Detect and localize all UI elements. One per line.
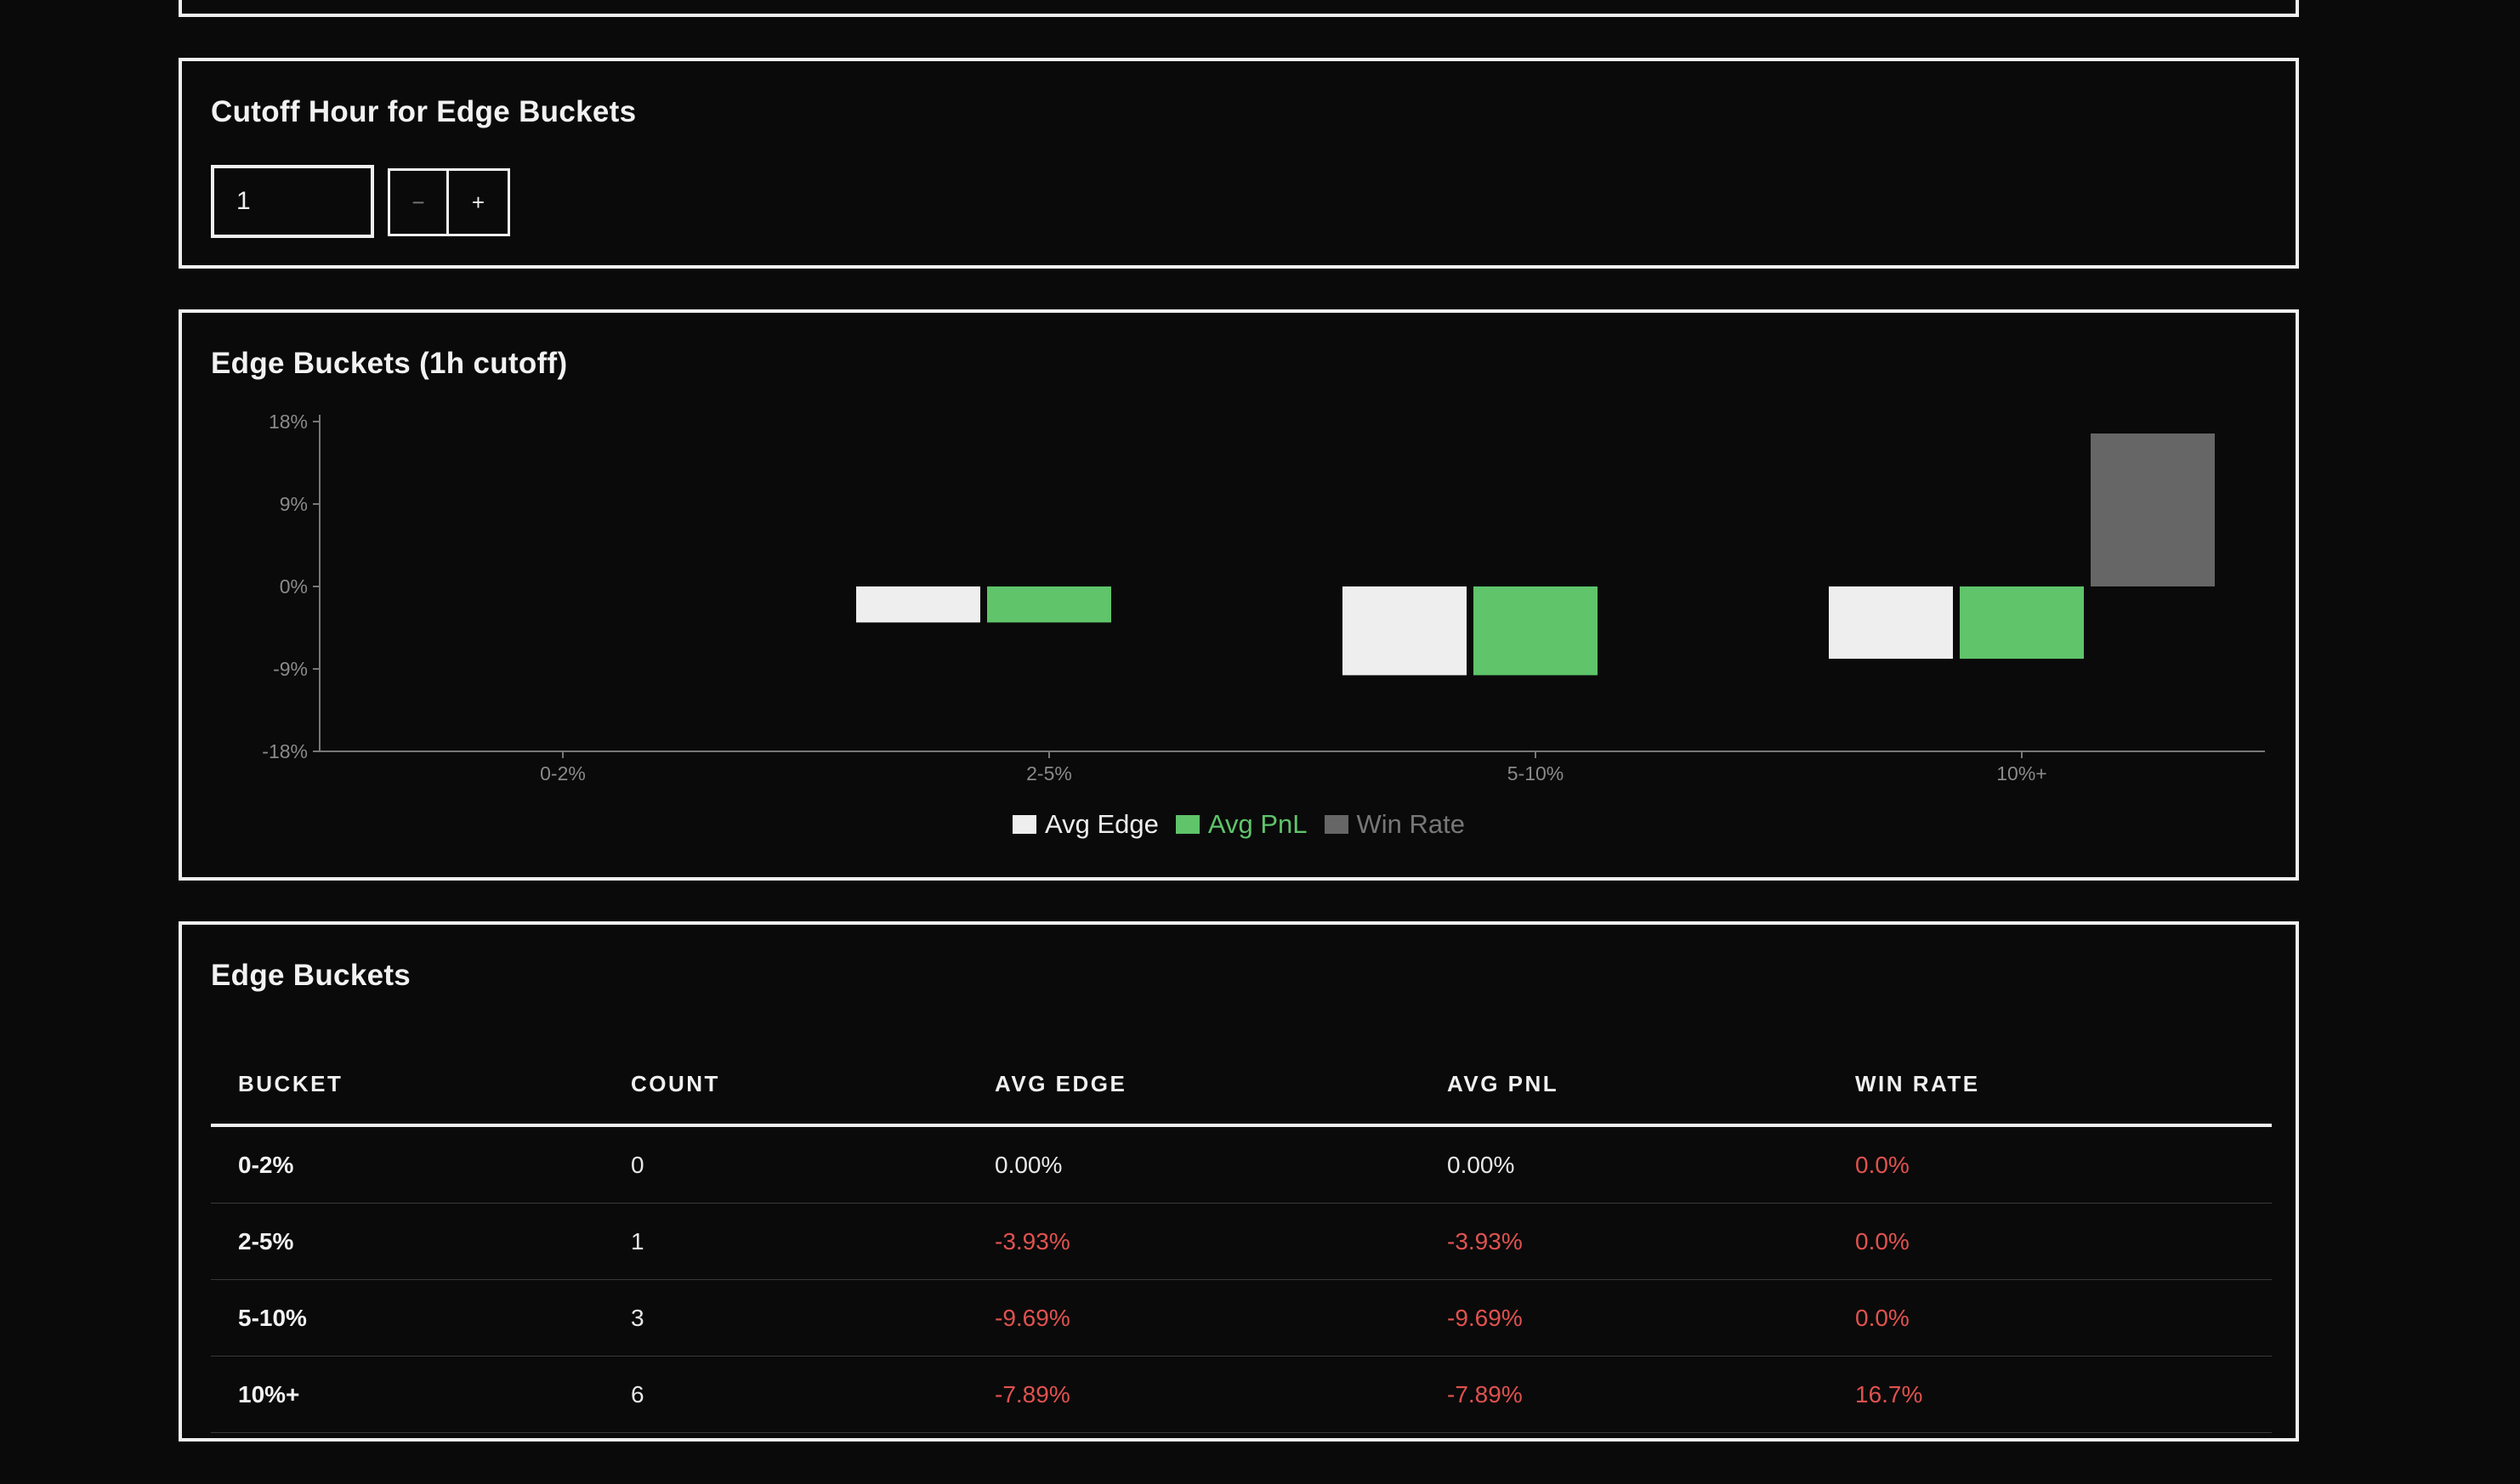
cutoff-card: Cutoff Hour for Edge Buckets − + [179,58,2299,269]
decrement-button[interactable]: − [390,171,449,234]
bar-avg-pnl [1960,586,2084,660]
bar-avg-edge [1342,586,1467,676]
cell-count: 1 [604,1203,968,1280]
cutoff-stepper: − + [388,168,510,236]
y-tick-label: 18% [269,411,308,433]
chart-title: Edge Buckets (1h cutoff) [211,347,568,380]
legend-label-win-rate: Win Rate [1356,809,1465,839]
legend-label-avg-pnl: Avg PnL [1207,809,1308,839]
cell-bucket: 0-2% [211,1125,604,1204]
cell-avg-pnl: -9.69% [1420,1279,1828,1357]
bar-avg-edge [1829,586,1953,660]
increment-button[interactable]: + [449,171,508,234]
cell-avg-pnl: 0.00% [1420,1125,1828,1204]
legend-swatch-avg-edge [1013,815,1036,834]
table-row: 5-10% 3 -9.69% -9.69% 0.0% [211,1279,2272,1357]
x-tick-label: 10%+ [1996,762,2046,784]
table-row: 10%+ 6 -7.89% -7.89% 16.7% [211,1356,2272,1433]
x-tick-label: 0-2% [540,762,586,784]
edge-buckets-chart-card: Edge Buckets (1h cutoff) 18% 9% 0% -9% -18% 0… [179,309,2299,881]
cell-avg-edge: -3.93% [968,1203,1420,1280]
legend-swatch-win-rate [1324,815,1348,834]
cell-avg-edge: 0.00% [968,1125,1420,1204]
cell-win-rate: 16.7% [1828,1356,2272,1433]
y-tick-label: -18% [262,740,308,762]
cell-count: 0 [604,1125,968,1204]
bar-avg-pnl [1473,586,1598,676]
cutoff-hour-input[interactable] [211,165,374,238]
table-header-row: BUCKET COUNT AVG EDGE AVG PNL WIN RATE [211,1044,2272,1127]
legend-item-avg-pnl[interactable]: Avg PnL [1175,809,1308,840]
cutoff-title: Cutoff Hour for Edge Buckets [211,95,637,128]
cell-bucket: 2-5% [211,1203,604,1280]
col-header-count: COUNT [604,1044,968,1127]
col-header-bucket: BUCKET [211,1044,604,1127]
cell-win-rate: 0.0% [1828,1203,2272,1280]
previous-card [179,0,2299,17]
cell-avg-edge: -7.89% [968,1356,1420,1433]
cell-win-rate: 0.0% [1828,1125,2272,1204]
col-header-avg-pnl: AVG PNL [1420,1044,1828,1127]
cell-win-rate: 0.0% [1828,1279,2272,1357]
table-title: Edge Buckets [211,959,411,992]
bar-win-rate [2091,433,2215,586]
edge-buckets-table-card: Edge Buckets BUCKET COUNT AVG EDGE AVG P… [179,921,2299,1442]
legend-label-avg-edge: Avg Edge [1045,809,1159,839]
y-tick-label: -9% [273,658,308,680]
cell-avg-pnl: -3.93% [1420,1203,1828,1280]
cell-avg-pnl: -7.89% [1420,1356,1828,1433]
legend-item-win-rate[interactable]: Win Rate [1324,809,1465,840]
table-row: 2-5% 1 -3.93% -3.93% 0.0% [211,1203,2272,1280]
y-tick-label: 9% [280,493,308,515]
edge-buckets-chart: 18% 9% 0% -9% -18% 0-2% 2-5% 5-10% 10%+ [262,411,2265,784]
y-tick-label: 0% [280,575,308,598]
legend-item-avg-edge[interactable]: Avg Edge [1013,809,1159,840]
cell-bucket: 5-10% [211,1279,604,1357]
edge-buckets-table: BUCKET COUNT AVG EDGE AVG PNL WIN RATE 0… [211,1044,2272,1433]
chart-legend: Avg Edge Avg PnL Win Rate [182,809,2296,840]
col-header-avg-edge: AVG EDGE [968,1044,1420,1127]
x-tick-label: 2-5% [1026,762,1072,784]
legend-swatch-avg-pnl [1175,815,1200,834]
cell-bucket: 10%+ [211,1356,604,1433]
cell-count: 6 [604,1356,968,1433]
bar-avg-edge [856,586,980,623]
x-tick-label: 5-10% [1507,762,1564,784]
bar-avg-pnl [987,586,1111,623]
col-header-win-rate: WIN RATE [1828,1044,2272,1127]
table-wrap: BUCKET COUNT AVG EDGE AVG PNL WIN RATE 0… [211,1044,2272,1433]
cell-count: 3 [604,1279,968,1357]
table-row: 0-2% 0 0.00% 0.00% 0.0% [211,1125,2272,1204]
cell-avg-edge: -9.69% [968,1279,1420,1357]
